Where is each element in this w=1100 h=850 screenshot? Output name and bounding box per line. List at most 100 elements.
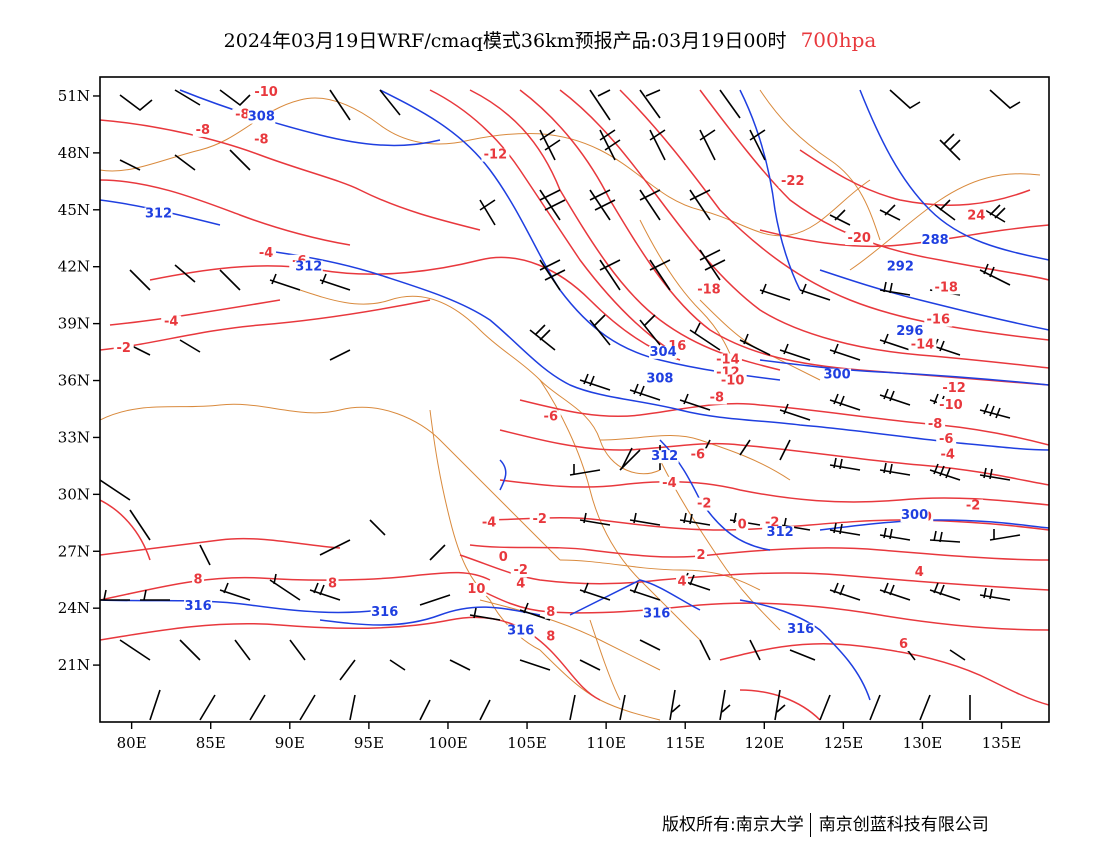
lat-tick-label: 33N xyxy=(58,428,90,446)
pressure-level: 700hpa xyxy=(800,28,877,52)
geopotential-label-bg xyxy=(786,622,815,636)
copyright-text: 版权所有:南京大学 xyxy=(662,815,804,835)
axis-ticks: 80E 85E 90E 95E 100E 105E 110E 115E 120E 125E 130E… xyxy=(58,87,1022,752)
isotherm-label-bg xyxy=(529,512,550,526)
isotherm-label: 24 xyxy=(967,208,985,223)
isotherm-label: 0 xyxy=(499,550,508,565)
isotherm-label-bg xyxy=(908,338,937,352)
isotherm-label: 8 xyxy=(546,629,555,644)
title-text: 2024年03月19日WRF/cmaq模式36km预报产品:03月19日00时 xyxy=(223,30,787,52)
isotherm-label-bg xyxy=(913,565,926,579)
isotherm-label: -2 xyxy=(697,497,711,512)
isotherm-label: -8 xyxy=(196,123,210,138)
isotherm-label-bg xyxy=(192,573,205,587)
isotherm-label-bg xyxy=(966,209,987,223)
isotherm-label-bg xyxy=(713,353,742,367)
isotherm-label: 8 xyxy=(546,605,555,620)
isotherm-label: -14 xyxy=(716,352,740,367)
isotherm-label: -22 xyxy=(781,174,805,189)
isotherm-label-bg xyxy=(897,638,910,652)
isotherm-label-bg xyxy=(736,518,749,532)
isotherm-label: -16 xyxy=(927,313,951,328)
isotherm-label: 10 xyxy=(467,582,485,597)
geopotential-label: 312 xyxy=(295,260,322,275)
isotherm-label-bg xyxy=(695,548,708,562)
lat-tick-label: 36N xyxy=(58,372,90,390)
lon-tick-label: 95E xyxy=(354,734,384,752)
isotherm-label-bg xyxy=(706,391,727,405)
isotherm-label: -8 xyxy=(235,108,249,123)
isotherm-label: 8 xyxy=(194,573,203,588)
geopotential-label-bg xyxy=(642,607,671,621)
isotherm-label-bg xyxy=(936,433,957,447)
isotherm-label: -10 xyxy=(939,398,963,413)
lon-tick-label: 105E xyxy=(507,734,547,752)
lat-tick-label: 24N xyxy=(58,599,90,617)
geopotential-label-bg xyxy=(766,526,795,540)
geopotential-label-bg xyxy=(650,450,679,464)
isotherm-label: 4 xyxy=(678,574,687,589)
lat-tick-label: 42N xyxy=(58,258,90,276)
geopotential-label-bg xyxy=(823,368,852,382)
geopotential-label: 312 xyxy=(145,206,172,221)
isotherm-label-bg xyxy=(113,342,134,356)
geopotential-label: 288 xyxy=(922,233,949,248)
isotherm-label-bg xyxy=(932,281,961,295)
geopotential-label-bg xyxy=(649,345,678,359)
boundary-lines xyxy=(100,89,1041,721)
lon-tick-label: 85E xyxy=(196,734,226,752)
isotherm-label: -4 xyxy=(259,246,273,261)
isotherm-label: -12 xyxy=(484,148,508,163)
isotherm-label-bg xyxy=(510,564,531,578)
isotherm-label-bg xyxy=(676,575,689,589)
isotherm-label: -2 xyxy=(513,563,527,578)
isotherm-label: -4 xyxy=(164,315,178,330)
isotherm-label-bg xyxy=(924,313,953,327)
geopotential-label: 312 xyxy=(767,525,794,540)
isotherm-label: -4 xyxy=(482,516,496,531)
isotherm-label-bg xyxy=(937,448,958,462)
isotherm-label: -8 xyxy=(710,390,724,405)
isotherm-label: -4 xyxy=(941,447,955,462)
geopotential-label: 316 xyxy=(507,624,534,639)
isotherm-label: -10 xyxy=(254,85,278,100)
isotherm-label-bg xyxy=(251,133,272,147)
lon-tick-label: 125E xyxy=(824,734,864,752)
isotherm-label: -2 xyxy=(116,341,130,356)
map-title: 2024年03月19日WRF/cmaq模式36km预报产品:03月19日00时 7… xyxy=(0,26,1100,53)
isotherm-label-bg xyxy=(718,374,747,388)
geopotential-label: 316 xyxy=(184,599,211,614)
isotherm-label-bg xyxy=(256,247,277,261)
geopotential-label-bg xyxy=(144,207,173,221)
isotherm-label-bg xyxy=(326,577,339,591)
isotherm-label-bg xyxy=(497,550,510,564)
isotherm-label-bg xyxy=(481,148,510,162)
isotherm-label-bg xyxy=(659,476,680,490)
lat-tick-label: 30N xyxy=(58,485,90,503)
isotherm-label: 4 xyxy=(915,565,924,580)
geopotential-label: 300 xyxy=(901,508,928,523)
isotherm-label-bg xyxy=(544,605,557,619)
isotherm-label: -6 xyxy=(544,409,558,424)
lon-tick-label: 90E xyxy=(275,734,305,752)
isotherm-label: -10 xyxy=(721,373,745,388)
map-background xyxy=(100,77,1049,722)
geopotential-label: 296 xyxy=(896,324,923,339)
isotherm-label: -8 xyxy=(928,417,942,432)
geopotential-label-bg xyxy=(370,605,399,619)
geopotential-label-bg xyxy=(895,325,924,338)
isotherm-label-bg xyxy=(687,448,708,462)
temperature-labels: -10-8-8-8-12-22-2024-18-18-16-14-6-4-4-2… xyxy=(113,85,987,652)
isotherm-label-bg xyxy=(161,315,182,329)
isotherm-label-bg xyxy=(466,583,487,596)
lat-tick-label: 21N xyxy=(58,656,90,674)
isotherm-label-bg xyxy=(252,85,281,99)
geopotential-label-bg xyxy=(921,233,950,247)
isotherm-label: -18 xyxy=(934,280,958,295)
lon-tick-label: 115E xyxy=(665,734,705,752)
geopotential-label-bg xyxy=(247,110,276,124)
lat-tick-label: 39N xyxy=(58,315,90,333)
isotherm-label: -20 xyxy=(847,231,871,246)
isotherm-label: -18 xyxy=(697,282,721,297)
isotherm-label: -8 xyxy=(254,132,268,147)
